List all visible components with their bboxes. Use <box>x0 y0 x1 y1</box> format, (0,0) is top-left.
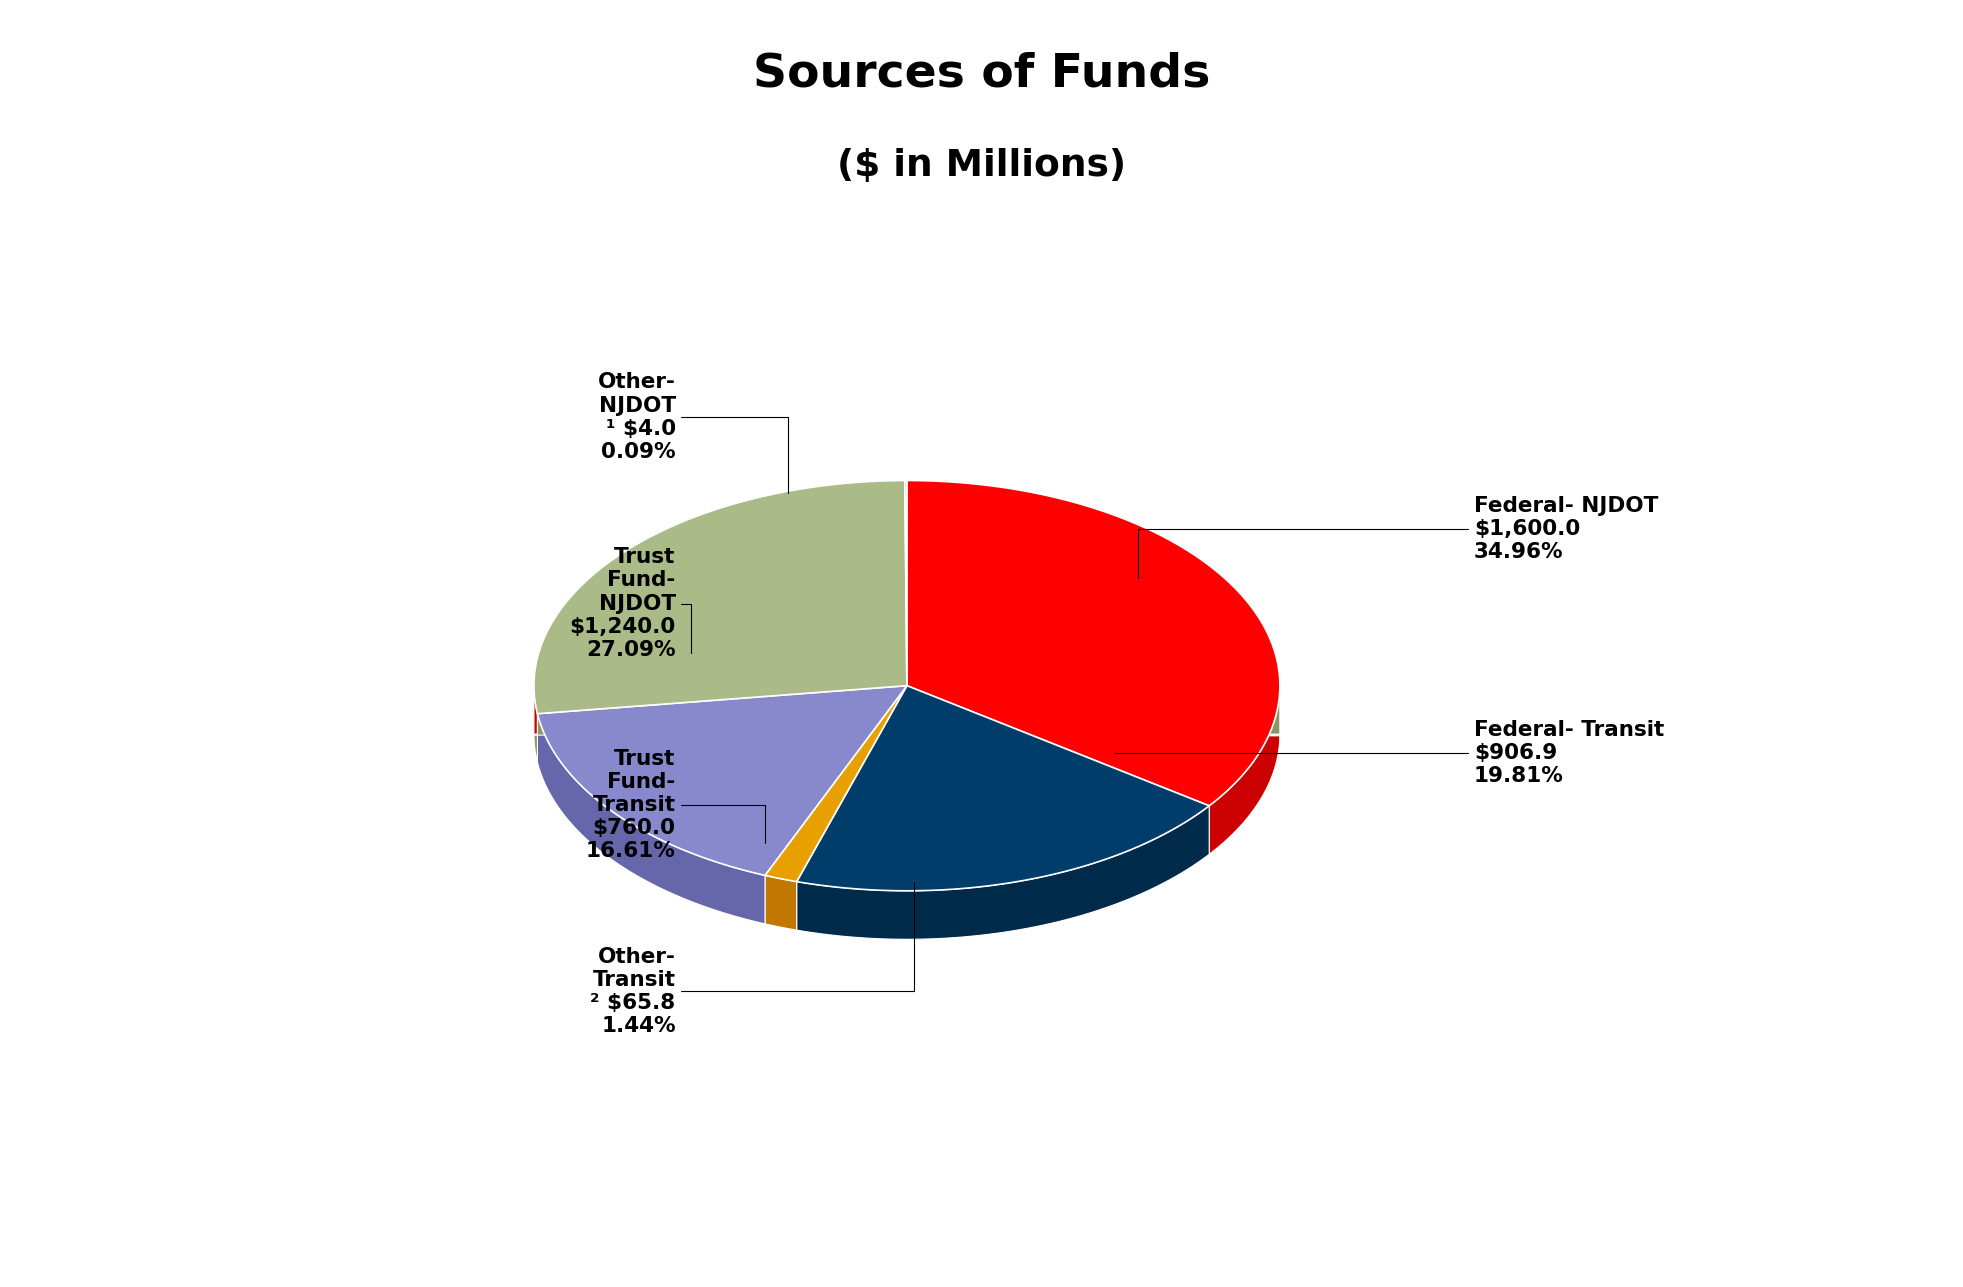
Polygon shape <box>538 714 766 924</box>
Polygon shape <box>905 480 907 686</box>
Polygon shape <box>534 686 1280 762</box>
Polygon shape <box>797 686 1209 891</box>
Polygon shape <box>766 686 907 882</box>
Text: Trust
Fund-
Transit
$760.0
16.61%: Trust Fund- Transit $760.0 16.61% <box>585 749 766 861</box>
Polygon shape <box>766 875 797 931</box>
Polygon shape <box>907 480 1280 806</box>
Text: Sources of Funds: Sources of Funds <box>754 51 1209 97</box>
Polygon shape <box>534 686 1280 855</box>
Text: Trust
Fund-
NJDOT
$1,240.0
27.09%: Trust Fund- NJDOT $1,240.0 27.09% <box>569 547 691 660</box>
Text: Other-
Transit
² $65.8
1.44%: Other- Transit ² $65.8 1.44% <box>591 883 915 1036</box>
Polygon shape <box>797 806 1209 940</box>
Polygon shape <box>538 686 907 875</box>
Text: ($ in Millions): ($ in Millions) <box>836 148 1127 184</box>
Text: Federal- Transit
$906.9
19.81%: Federal- Transit $906.9 19.81% <box>1115 719 1665 786</box>
Text: Federal- NJDOT
$1,600.0
34.96%: Federal- NJDOT $1,600.0 34.96% <box>1139 495 1659 578</box>
Polygon shape <box>534 480 907 714</box>
Text: Other-
NJDOT
¹ $4.0
0.09%: Other- NJDOT ¹ $4.0 0.09% <box>599 372 787 493</box>
